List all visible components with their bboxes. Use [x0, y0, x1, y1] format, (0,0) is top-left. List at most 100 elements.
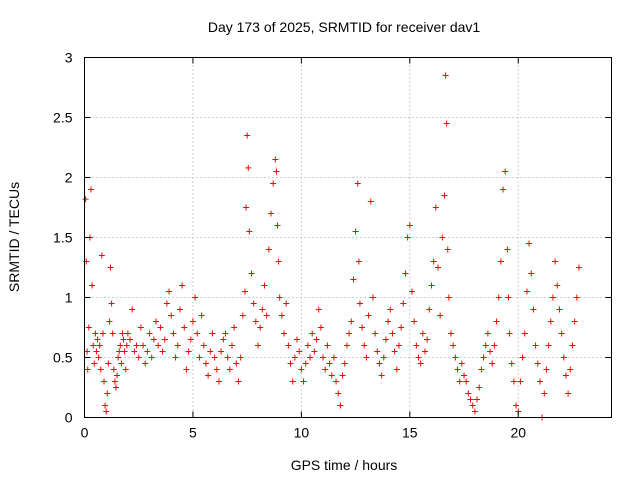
data-point: [482, 342, 489, 349]
data-point: [320, 354, 327, 361]
data-point: [220, 336, 227, 343]
data-point: [474, 396, 481, 403]
data-point: [552, 258, 559, 265]
y-tick-label: 1: [65, 290, 73, 306]
data-point: [439, 234, 446, 241]
data-point: [419, 330, 426, 337]
data-point: [554, 282, 561, 289]
data-point: [298, 366, 305, 373]
x-axis-title: GPS time / hours: [291, 457, 398, 473]
data-point: [99, 330, 106, 337]
data-point: [391, 348, 398, 355]
data-point: [389, 330, 396, 337]
data-point: [205, 372, 212, 379]
data-point: [109, 330, 116, 337]
data-point: [91, 360, 98, 367]
data-point: [376, 360, 383, 367]
data-point: [135, 354, 142, 361]
data-point: [528, 270, 535, 277]
data-point: [437, 312, 444, 319]
data-points: [82, 72, 582, 421]
data-point: [309, 330, 316, 337]
data-point: [107, 264, 114, 271]
data-point: [281, 330, 288, 337]
chart-title: Day 173 of 2025, SRMTID for receiver dav…: [208, 19, 481, 35]
data-point: [244, 132, 251, 139]
data-point: [443, 120, 450, 127]
data-point: [426, 306, 433, 313]
data-point: [424, 336, 431, 343]
data-point: [241, 288, 248, 295]
data-point: [170, 330, 177, 337]
data-point: [536, 378, 543, 385]
data-point: [144, 348, 151, 355]
data-point: [131, 348, 138, 355]
data-point: [248, 270, 255, 277]
data-point: [382, 336, 389, 343]
data-point: [356, 300, 363, 307]
data-point: [106, 318, 113, 325]
data-point: [207, 348, 214, 355]
data-point: [261, 282, 268, 289]
data-point: [224, 354, 231, 361]
data-point: [239, 312, 246, 319]
data-point: [402, 270, 409, 277]
data-point: [289, 378, 296, 385]
data-point: [300, 378, 307, 385]
data-point: [556, 306, 563, 313]
data-point: [168, 312, 175, 319]
data-point: [97, 366, 104, 373]
data-point: [215, 378, 222, 385]
data-point: [276, 294, 283, 301]
data-point: [491, 342, 498, 349]
data-point: [558, 330, 565, 337]
data-point: [291, 354, 298, 361]
data-point: [530, 306, 537, 313]
data-point: [545, 342, 552, 349]
data-point: [124, 330, 131, 337]
data-point: [517, 378, 524, 385]
data-point: [119, 330, 126, 337]
data-point: [549, 294, 556, 301]
data-point: [395, 342, 402, 349]
data-point: [326, 360, 333, 367]
data-point: [352, 228, 359, 235]
data-point: [385, 318, 392, 325]
data-point: [123, 342, 130, 349]
data-point: [500, 186, 507, 193]
data-point: [534, 360, 541, 367]
data-point: [560, 354, 567, 361]
data-point: [257, 324, 264, 331]
data-point: [296, 348, 303, 355]
data-point: [196, 354, 203, 361]
x-tick-label: 0: [81, 425, 89, 441]
y-tick-label: 3: [65, 50, 73, 66]
data-point: [233, 360, 240, 367]
data-point: [84, 348, 91, 355]
data-point: [311, 348, 318, 355]
data-point: [84, 366, 91, 373]
data-point: [567, 366, 574, 373]
x-tick-label: 5: [189, 425, 197, 441]
data-point: [183, 366, 190, 373]
data-point: [330, 354, 337, 361]
data-point: [88, 186, 95, 193]
data-point: [458, 360, 465, 367]
data-point: [493, 318, 500, 325]
x-tick-label: 15: [402, 425, 418, 441]
data-point: [504, 246, 511, 253]
data-point: [114, 372, 121, 379]
data-point: [428, 282, 435, 289]
data-point: [273, 168, 280, 175]
data-point: [341, 360, 348, 367]
data-point: [179, 282, 186, 289]
data-point: [174, 342, 181, 349]
data-point: [463, 378, 470, 385]
data-point: [137, 324, 144, 331]
data-point: [278, 312, 285, 319]
data-point: [211, 354, 218, 361]
data-point: [157, 324, 164, 331]
data-point: [415, 354, 422, 361]
plot-frame: [84, 57, 612, 418]
